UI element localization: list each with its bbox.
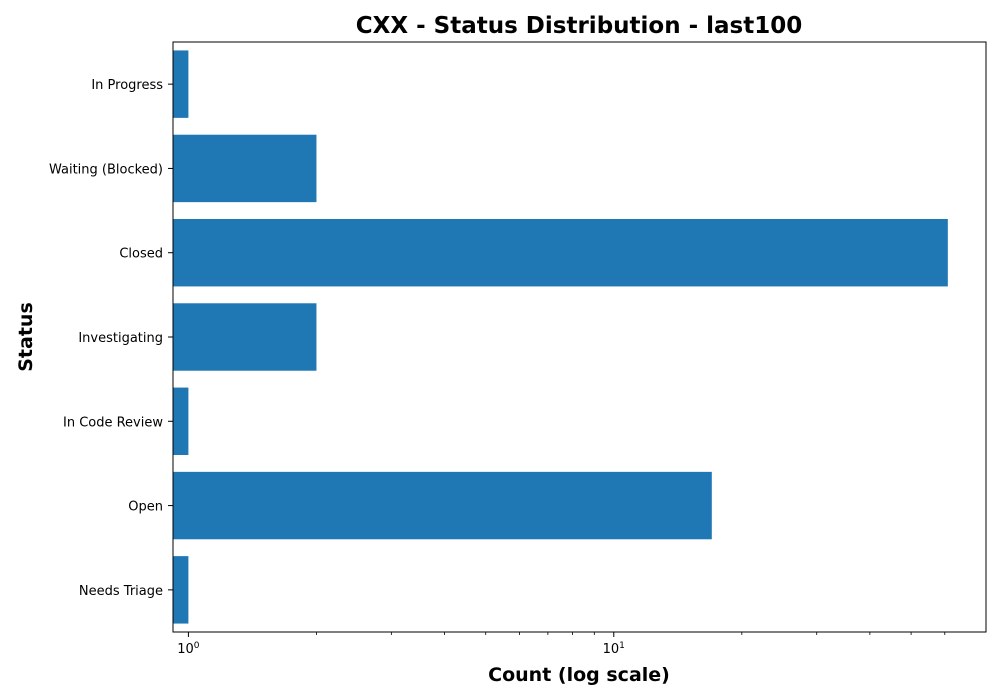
bar-investigating [173, 303, 317, 371]
bar-open [173, 471, 712, 540]
y-axis-label: Status [15, 302, 37, 372]
y-tick-label-in-code-review: In Code Review [63, 415, 163, 430]
y-axis-ticks: Needs Triage Open In Code Review Investigat… [49, 78, 173, 599]
y-tick-label-waiting-blocked: Waiting (Blocked) [49, 162, 163, 177]
bars-group [173, 50, 948, 624]
x-axis-ticks: 100 101 [177, 632, 946, 657]
chart-title: CXX - Status Distribution - last100 [356, 13, 803, 39]
bar-waiting-blocked [173, 134, 317, 203]
y-tick-label-investigating: Investigating [78, 331, 163, 346]
y-tick-label-open: Open [128, 500, 163, 515]
bar-in-progress [173, 50, 189, 118]
bar-closed [173, 219, 948, 287]
bar-needs-triage [173, 556, 189, 624]
x-tick-label: 100 [177, 641, 200, 657]
x-tick-label: 101 [603, 641, 625, 657]
bar-in-code-review [173, 387, 189, 455]
y-tick-label-closed: Closed [119, 247, 163, 262]
y-tick-label-needs-triage: Needs Triage [79, 584, 163, 599]
y-tick-label-in-progress: In Progress [91, 78, 163, 93]
x-axis-label: Count (log scale) [488, 664, 670, 686]
